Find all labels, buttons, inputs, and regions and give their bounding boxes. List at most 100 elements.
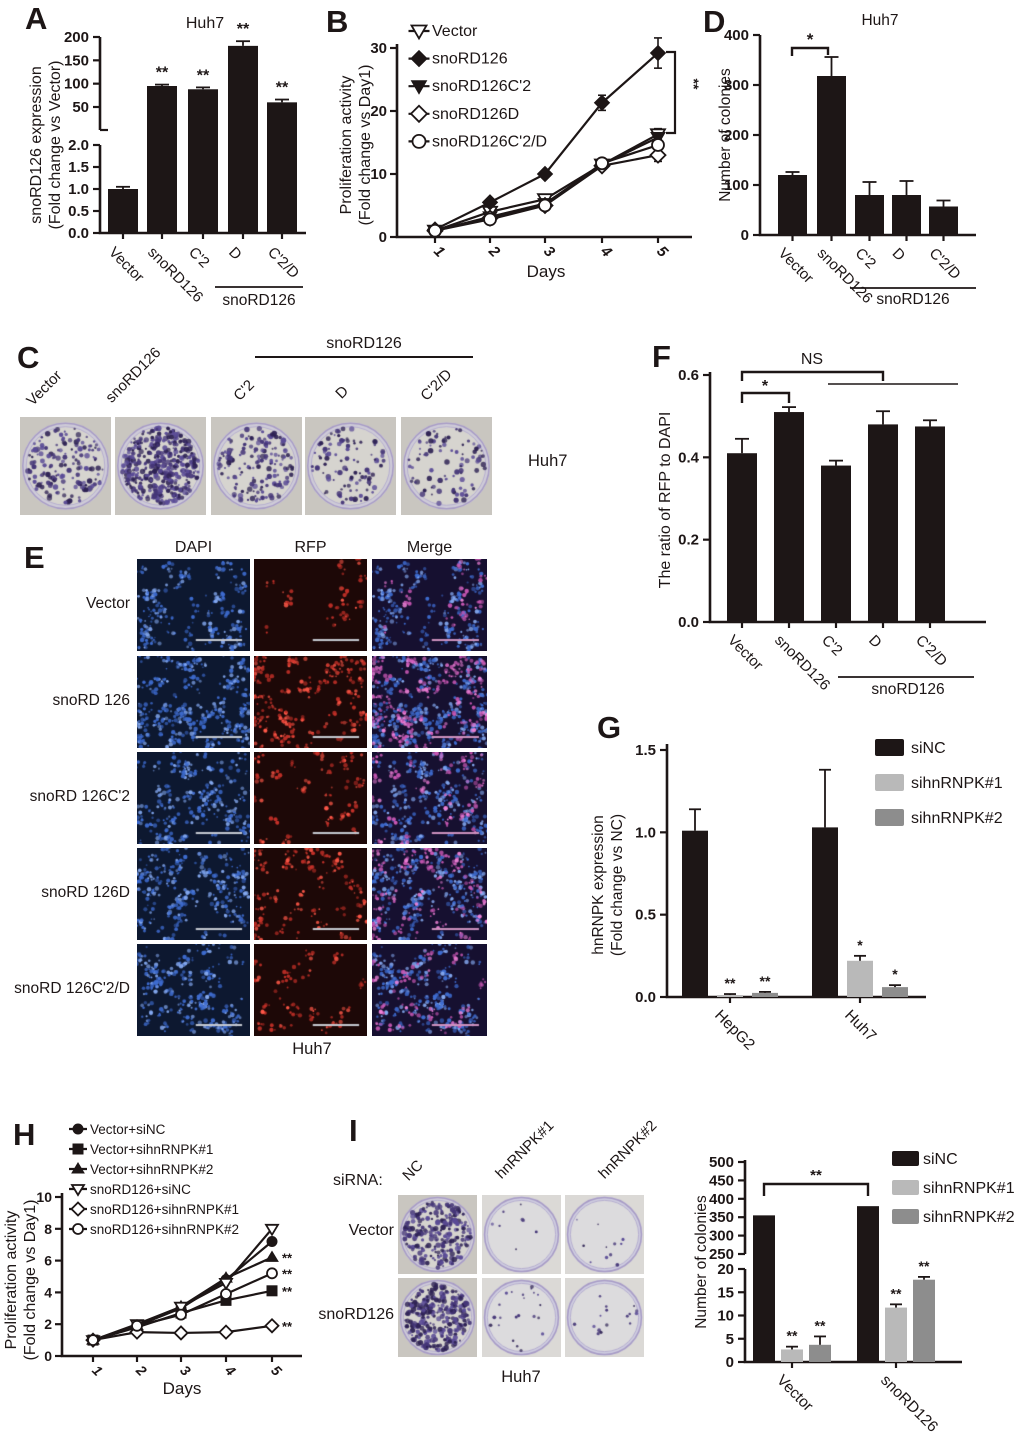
svg-text:(Fold change vs Day1): (Fold change vs Day1) — [22, 1200, 39, 1361]
svg-text:**: ** — [237, 21, 250, 38]
colony-dish-c2d — [401, 417, 492, 515]
svg-text:**: ** — [276, 80, 289, 97]
e-header-rfp: RFP — [294, 539, 327, 556]
svg-text:4: 4 — [597, 242, 616, 261]
micro-snord126-dapi — [137, 656, 250, 748]
svg-text:*: * — [857, 937, 863, 953]
svg-text:C'2: C'2 — [852, 245, 880, 273]
chart-d: 0 100 200 300 400 Vector snoRD126 C'2 D C'2/D * Huh… — [717, 12, 976, 308]
chart-b: 0 10 20 30 1 2 3 4 5 Vector snoRD126 snoRD126C'2 sno… — [338, 23, 692, 281]
svg-text:0: 0 — [379, 229, 387, 246]
svg-text:D: D — [865, 632, 885, 652]
colony-dish-snord126 — [115, 417, 206, 515]
svg-text:**: ** — [282, 1284, 293, 1299]
svg-text:sihnRNPK#1: sihnRNPK#1 — [911, 775, 1003, 792]
micro-d-dapi — [137, 848, 250, 940]
svg-text:20: 20 — [717, 1261, 734, 1278]
svg-text:5: 5 — [653, 243, 671, 261]
svg-text:**: ** — [760, 973, 771, 989]
colony-dish-vector — [20, 417, 111, 515]
e-row-snord126: snoRD 126 — [52, 692, 130, 709]
panel-h-letter: H — [13, 1117, 36, 1152]
panel-c-letter: C — [17, 340, 40, 375]
svg-text:20: 20 — [370, 103, 387, 120]
svg-text:Vector+sihnRNPK#2: Vector+sihnRNPK#2 — [90, 1162, 213, 1177]
svg-text:Days: Days — [163, 1379, 202, 1398]
i-row-vector: Vector — [348, 1222, 394, 1239]
svg-text:snoRD126: snoRD126 — [222, 292, 295, 309]
svg-text:0: 0 — [741, 227, 749, 244]
svg-text:siNC: siNC — [911, 740, 946, 757]
svg-text:1: 1 — [89, 1362, 106, 1379]
svg-text:2.0: 2.0 — [68, 137, 89, 154]
svg-text:snoRD126: snoRD126 — [877, 1372, 941, 1436]
micro-c2d-rfp — [254, 944, 367, 1036]
svg-text:450: 450 — [709, 1172, 734, 1189]
micro-c2-merge — [372, 752, 487, 844]
e-row-d: snoRD 126D — [41, 884, 130, 901]
svg-text:Huh7: Huh7 — [861, 12, 898, 29]
svg-text:8: 8 — [44, 1221, 52, 1237]
svg-text:sihnRNPK#1: sihnRNPK#1 — [923, 1180, 1015, 1197]
chart-g: 0.00.51.01.5** **HepG2**Huh7siNCsihnRNPK#… — [590, 739, 1003, 1054]
svg-text:0.6: 0.6 — [678, 367, 699, 384]
e-cellline-caption: Huh7 — [292, 1040, 332, 1058]
svg-text:350: 350 — [709, 1209, 734, 1226]
svg-text:Vector: Vector — [773, 1372, 816, 1415]
e-row-vector: Vector — [86, 595, 130, 612]
svg-text:15: 15 — [717, 1284, 734, 1301]
svg-text:C'2/D: C'2/D — [264, 244, 302, 282]
colony-dish-d — [305, 417, 396, 515]
svg-text:Proliferation activity: Proliferation activity — [338, 76, 355, 215]
svg-text:**: ** — [686, 79, 702, 90]
svg-text:*: * — [762, 378, 769, 395]
svg-text:**: ** — [282, 1250, 293, 1265]
svg-text:snoRD126+sihnRNPK#1: snoRD126+sihnRNPK#1 — [90, 1202, 239, 1217]
colony-dish-c2 — [211, 417, 302, 515]
micro-vector-dapi — [137, 559, 250, 651]
svg-text:5: 5 — [726, 1331, 734, 1348]
e-header-merge: Merge — [406, 539, 453, 556]
micro-snord126-rfp — [254, 656, 367, 748]
micro-d-merge — [372, 848, 487, 940]
svg-text:*: * — [807, 30, 814, 49]
svg-text:C'2: C'2 — [185, 244, 213, 272]
svg-text:**: ** — [787, 1328, 798, 1344]
svg-text:NS: NS — [801, 351, 823, 368]
svg-text:C'2: C'2 — [818, 632, 846, 660]
svg-text:2: 2 — [485, 242, 504, 261]
i-cellline-caption: Huh7 — [501, 1368, 541, 1386]
c-group-line — [255, 356, 473, 358]
svg-text:Vector+sihnRNPK#1: Vector+sihnRNPK#1 — [90, 1142, 213, 1157]
svg-text:**: ** — [282, 1266, 293, 1281]
svg-text:**: ** — [919, 1258, 930, 1274]
svg-text:**: ** — [197, 67, 210, 84]
svg-text:C'2/D: C'2/D — [926, 245, 964, 283]
panel-i-letter: I — [349, 1113, 358, 1148]
panel-a-letter: A — [25, 1, 48, 36]
svg-text:0.4: 0.4 — [678, 449, 700, 466]
colony-dish-snord126-nc — [398, 1278, 477, 1357]
chart-f: 0.0 0.2 0.4 0.6 Vector snoRD126 C'2 D C'2/D NS * Th… — [657, 351, 986, 698]
svg-text:**: ** — [156, 65, 169, 82]
panel-e-letter: E — [24, 540, 45, 575]
svg-text:snoRD126C'2/D: snoRD126C'2/D — [432, 133, 547, 150]
svg-text:Number of colonies: Number of colonies — [693, 1195, 710, 1329]
svg-text:C'2/D: C'2/D — [912, 632, 950, 670]
svg-text:HepG2: HepG2 — [711, 1007, 758, 1054]
svg-text:4: 4 — [221, 1361, 239, 1379]
panel-d-letter: D — [703, 4, 726, 39]
svg-text:hnRNPK expression: hnRNPK expression — [590, 815, 607, 955]
svg-text:(Fold change vs Vector): (Fold change vs Vector) — [47, 61, 64, 230]
svg-text:**: ** — [815, 1317, 826, 1333]
svg-text:0.0: 0.0 — [635, 989, 656, 1006]
svg-text:1.5: 1.5 — [68, 159, 89, 176]
svg-text:Vector+siNC: Vector+siNC — [90, 1122, 166, 1137]
panel-b-letter: B — [326, 4, 349, 39]
svg-text:10: 10 — [370, 166, 387, 183]
svg-text:Number of colonies: Number of colonies — [717, 68, 734, 202]
svg-text:*: * — [892, 966, 898, 982]
svg-text:150: 150 — [64, 52, 89, 69]
